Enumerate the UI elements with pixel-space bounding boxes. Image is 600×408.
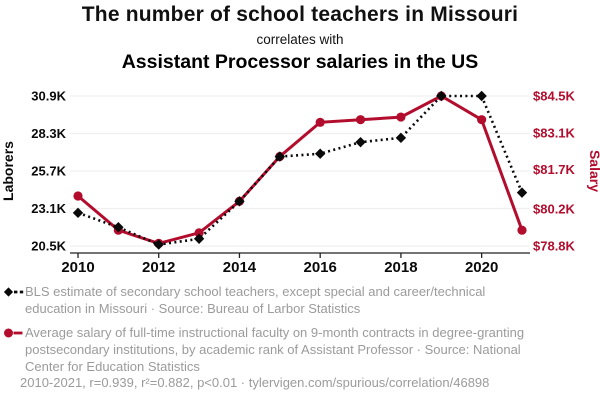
data-point-diamond bbox=[314, 148, 326, 159]
data-point-diamond bbox=[274, 151, 286, 162]
legend-label-teachers: BLS estimate of secondary school teacher… bbox=[25, 284, 486, 316]
right-axis-tick-label: $78.8K bbox=[533, 239, 576, 254]
legend-item-teachers: BLS estimate of secondary school teacher… bbox=[3, 283, 563, 317]
data-point-diamond bbox=[476, 90, 487, 102]
data-point-diamond bbox=[395, 132, 407, 144]
x-axis-tick-label: 2014 bbox=[223, 259, 257, 276]
dual-axis-line-chart: 30.9K 28.3K 25.7K 23.1K 20.5K $84.5K $83.1K $81… bbox=[0, 89, 600, 277]
left-axis-tick-label: 20.5K bbox=[31, 239, 66, 254]
legend-item-salary: Average salary of full-time instructiona… bbox=[3, 324, 563, 375]
data-point-diamond bbox=[516, 187, 528, 198]
data-point-diamond bbox=[72, 207, 84, 219]
right-axis-tick-label: $80.2K bbox=[533, 202, 576, 217]
left-axis-tick-label: 25.7K bbox=[31, 164, 66, 179]
data-point-circle bbox=[355, 115, 366, 125]
data-point-circle bbox=[477, 115, 487, 125]
red-circle-solid-marker-icon bbox=[4, 328, 23, 338]
data-point-diamond bbox=[234, 196, 245, 207]
right-axis-title: Salary bbox=[587, 150, 600, 192]
left-axis-tick-label: 28.3K bbox=[31, 126, 66, 141]
data-point-circle bbox=[194, 228, 204, 238]
left-axis-tick-label: 30.9K bbox=[31, 89, 66, 104]
legend-label-salary: Average salary of full-time instructiona… bbox=[25, 325, 525, 374]
stats-and-source-url: 2010-2021, r=0.939, r²=0.882, p<0.01 · t… bbox=[20, 375, 490, 390]
series-line bbox=[77, 94, 524, 245]
right-axis-tick-label: $81.7K bbox=[533, 162, 576, 177]
data-point-circle bbox=[315, 117, 325, 127]
left-axis-tick-label: 23.1K bbox=[31, 201, 66, 216]
data-point-diamond bbox=[193, 233, 205, 244]
chart-title-connector: correlates with bbox=[256, 32, 344, 47]
x-axis-tick-label: 2020 bbox=[465, 259, 498, 276]
black-diamond-dashed-marker-icon bbox=[3, 287, 25, 297]
x-axis-tick-label: 2010 bbox=[61, 259, 94, 276]
data-point-circle bbox=[73, 191, 83, 201]
right-axis-tick-label: $84.5K bbox=[533, 89, 576, 104]
data-point-diamond bbox=[153, 239, 164, 250]
left-axis-title: Laborers bbox=[0, 141, 16, 201]
chart-title-secondary: Assistant Processor salaries in the US bbox=[121, 51, 479, 73]
chart-title-primary: The number of school teachers in Missour… bbox=[81, 3, 519, 26]
x-axis-tick-label: 2018 bbox=[384, 259, 417, 276]
x-axis-tick-label: 2012 bbox=[142, 259, 175, 276]
x-axis-tick-label: 2016 bbox=[303, 259, 336, 276]
chart-legend: BLS estimate of secondary school teacher… bbox=[3, 283, 563, 375]
data-point-diamond bbox=[436, 90, 447, 102]
data-point-diamond bbox=[355, 136, 366, 148]
data-point-diamond bbox=[113, 222, 124, 233]
right-axis-tick-label: $83.1K bbox=[533, 125, 576, 140]
data-point-circle bbox=[517, 225, 527, 235]
series-line bbox=[77, 94, 524, 246]
data-point-circle bbox=[396, 112, 406, 122]
